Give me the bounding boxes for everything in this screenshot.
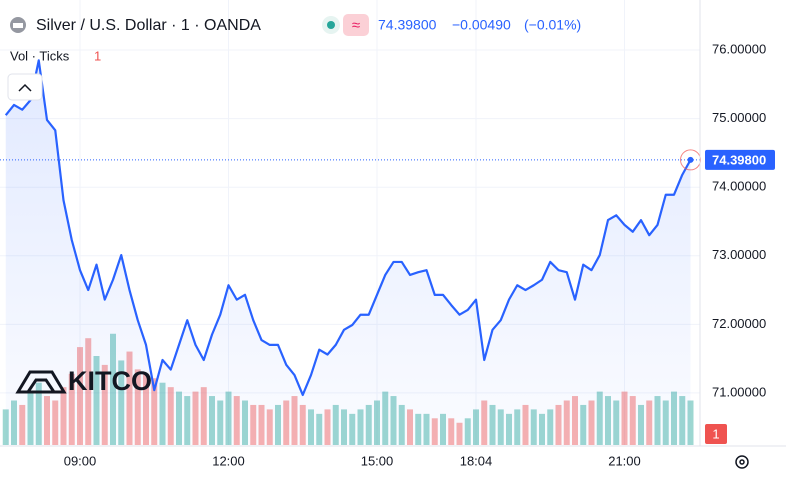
watermark: KITCO [68, 366, 152, 396]
volume-tag-label: 1 [712, 426, 719, 441]
x-tick-label: 15:00 [361, 453, 394, 468]
volume-last: 1 [94, 48, 101, 63]
collapse-button[interactable] [7, 73, 43, 101]
settings-hub [739, 459, 745, 465]
status-badge [343, 14, 369, 36]
x-tick-label: 21:00 [608, 453, 641, 468]
x-tick-label: 12:00 [212, 453, 245, 468]
x-tick-label: 09:00 [64, 453, 97, 468]
logo-icon [15, 370, 67, 394]
last-point [687, 156, 694, 163]
chart-title: Silver / U.S. Dollar · 1 · OANDA [36, 17, 261, 34]
price-tag-label: 74.39800 [712, 152, 766, 167]
volume-label: Vol · Ticks [10, 48, 70, 63]
y-tick-label: 74.00000 [712, 179, 766, 194]
price-line [4, 59, 692, 397]
symbol-icon [13, 23, 23, 28]
y-tick-label: 75.00000 [712, 110, 766, 125]
change-pct: (−0.01%) [524, 17, 581, 33]
volume-tag [705, 424, 727, 444]
status-icon: ≈ [352, 17, 360, 34]
price-tag [705, 149, 775, 170]
y-tick-label: 73.00000 [712, 247, 766, 262]
y-tick-label: 71.00000 [712, 384, 766, 399]
x-tick-label: 18:04 [460, 453, 493, 468]
settings-icon[interactable] [735, 455, 749, 469]
status-dot [327, 21, 335, 29]
settings-gear [735, 455, 749, 469]
quote: 74.39800 [378, 17, 437, 33]
y-tick-label: 72.00000 [712, 316, 766, 331]
y-tick-label: 76.00000 [712, 41, 766, 56]
price-area [5, 60, 691, 446]
change: −0.00490 [452, 17, 511, 33]
collapse-icon [18, 83, 32, 92]
